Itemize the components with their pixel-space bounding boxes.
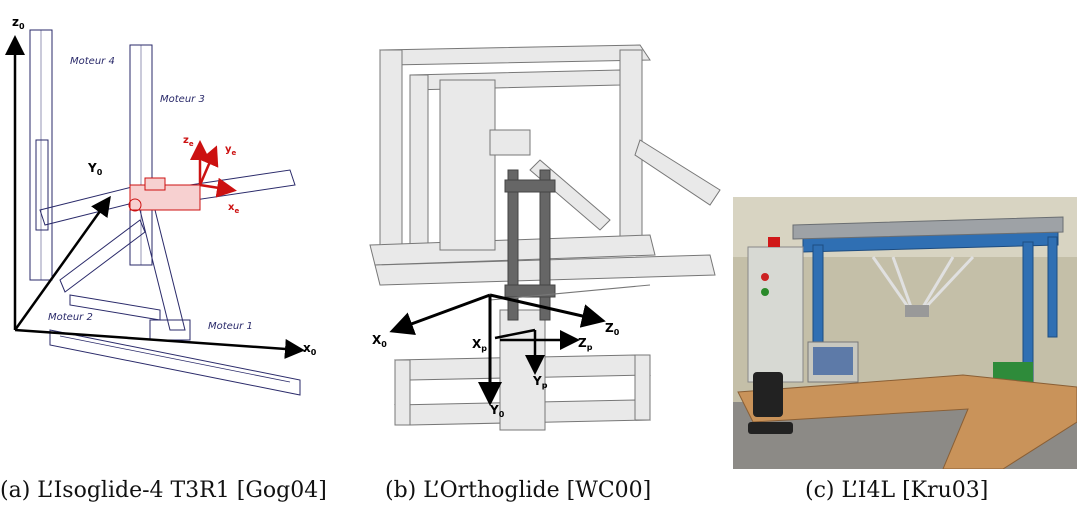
motor-3-label: Moteur 3 <box>160 94 205 105</box>
caption-c: (c) L’I4L [Kru03] <box>805 478 989 503</box>
orthoglide-drawing: X0 Y0 Z0 Xp Yp Zp <box>369 44 721 431</box>
z0-label: Z0 <box>605 321 620 337</box>
isoglide-schematic: Moteur 4 Moteur 3 Moteur 2 Moteur 1 z0 Y… <box>0 0 340 445</box>
motor-1-label: Moteur 1 <box>208 321 253 332</box>
ze-axis-label: ze <box>183 135 194 148</box>
caption-a: (a) L’Isoglide-4 T3R1 [Gog04] <box>0 478 327 503</box>
isoglide-drawing: Moteur 4 Moteur 3 Moteur 2 Moteur 1 z0 Y… <box>4 15 317 396</box>
yp-label: Yp <box>532 374 548 390</box>
y0-axis-label: Y0 <box>87 161 103 177</box>
x-axis <box>14 328 305 359</box>
end-effector <box>128 177 201 212</box>
i4l-photo <box>733 197 1078 470</box>
zp-label: Zp <box>578 336 593 352</box>
motor-2-label: Moteur 2 <box>48 312 93 323</box>
x0-label: X0 <box>372 333 387 349</box>
xp-label: Xp <box>472 337 487 353</box>
xe-axis-label: xe <box>228 202 239 215</box>
ye-axis-label: ye <box>225 144 237 157</box>
y0-label: Y0 <box>489 403 505 419</box>
caption-b: (b) L’Orthoglide [WC00] <box>385 478 652 503</box>
x0-axis-label: x0 <box>303 341 317 357</box>
orthoglide-rendering: X0 Y0 Z0 Xp Yp Zp <box>350 40 750 440</box>
i4l-photo-drawing <box>733 197 1078 470</box>
motor-4-label: Moteur 4 <box>70 56 115 67</box>
z0-axis-label: z0 <box>12 15 25 31</box>
y-axis <box>13 195 111 331</box>
